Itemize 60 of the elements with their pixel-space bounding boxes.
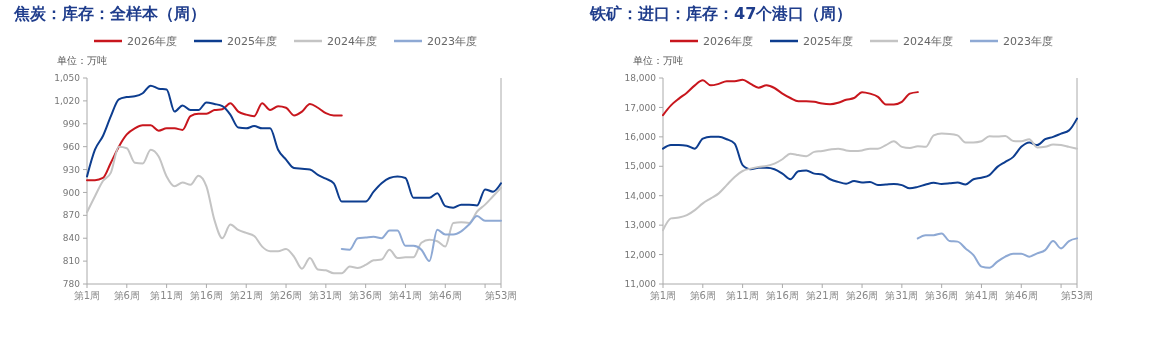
line-series [86,102,343,182]
line-series [662,78,919,117]
y-tick-label: 930 [62,164,81,175]
x-tick-label: 第1周 [649,290,677,301]
y-axis-title: 单位：万吨 [633,55,683,66]
x-tick-label: 第26周 [845,290,879,301]
y-tick-label: 12,000 [624,249,657,260]
y-tick-label: 13,000 [624,220,657,231]
x-tick-label: 第53周 [1060,290,1094,301]
line-series [662,117,1078,190]
x-tick-label: 第6周 [689,290,716,301]
legend-label: 2024年度 [327,35,377,48]
line-series [340,215,502,263]
x-tick-label: 第31周 [309,290,343,301]
x-tick-label: 第41周 [389,290,422,301]
x-tick-label: 第1周 [73,290,101,301]
y-tick-label: 990 [62,118,81,129]
y-tick-label: 11,000 [624,279,657,290]
legend-label: 2026年度 [127,35,177,48]
legend-label: 2025年度 [227,35,277,48]
x-tick-label: 第46周 [428,290,462,301]
chart-title: 铁矿：进口：库存：47个港口（周） [589,4,853,23]
x-tick-label: 第36周 [349,290,383,301]
y-tick-label: 17,000 [624,102,657,113]
legend-label: 2023年度 [1003,35,1053,48]
chart-title: 焦炭：库存：全样本（周） [13,4,206,23]
x-tick-label: 第16周 [766,290,799,301]
legend-label: 2024年度 [903,35,953,48]
y-tick-label: 780 [62,279,81,290]
x-tick-label: 第16周 [190,290,223,301]
x-tick-label: 第31周 [885,290,919,301]
y-tick-label: 1,020 [54,96,81,107]
x-tick-label: 第6周 [113,290,140,301]
line-series [916,232,1078,269]
x-tick-label: 第26周 [269,290,303,301]
x-tick-label: 第21周 [229,290,263,301]
y-tick-label: 1,050 [54,73,81,84]
x-tick-label: 第11周 [726,290,759,301]
line-series [86,84,502,209]
y-tick-label: 15,000 [624,161,657,172]
line-series [662,132,1078,232]
legend-label: 2026年度 [703,35,753,48]
y-tick-label: 16,000 [624,132,657,143]
x-tick-label: 第41周 [965,290,998,301]
x-tick-label: 第36周 [925,290,959,301]
x-tick-label: 第11周 [150,290,183,301]
y-tick-label: 14,000 [624,190,657,201]
legend-label: 2023年度 [427,35,477,48]
y-tick-label: 960 [62,141,81,152]
y-tick-label: 900 [62,187,81,198]
legend-label: 2025年度 [803,35,853,48]
y-tick-label: 18,000 [624,73,657,84]
y-axis-title: 单位：万吨 [57,55,107,66]
x-tick-label: 第46周 [1004,290,1038,301]
x-tick-label: 第53周 [484,290,518,301]
y-tick-label: 870 [62,210,81,221]
x-tick-label: 第21周 [805,290,839,301]
y-tick-label: 840 [62,233,81,244]
line-series [86,145,502,275]
y-tick-label: 810 [62,256,81,267]
